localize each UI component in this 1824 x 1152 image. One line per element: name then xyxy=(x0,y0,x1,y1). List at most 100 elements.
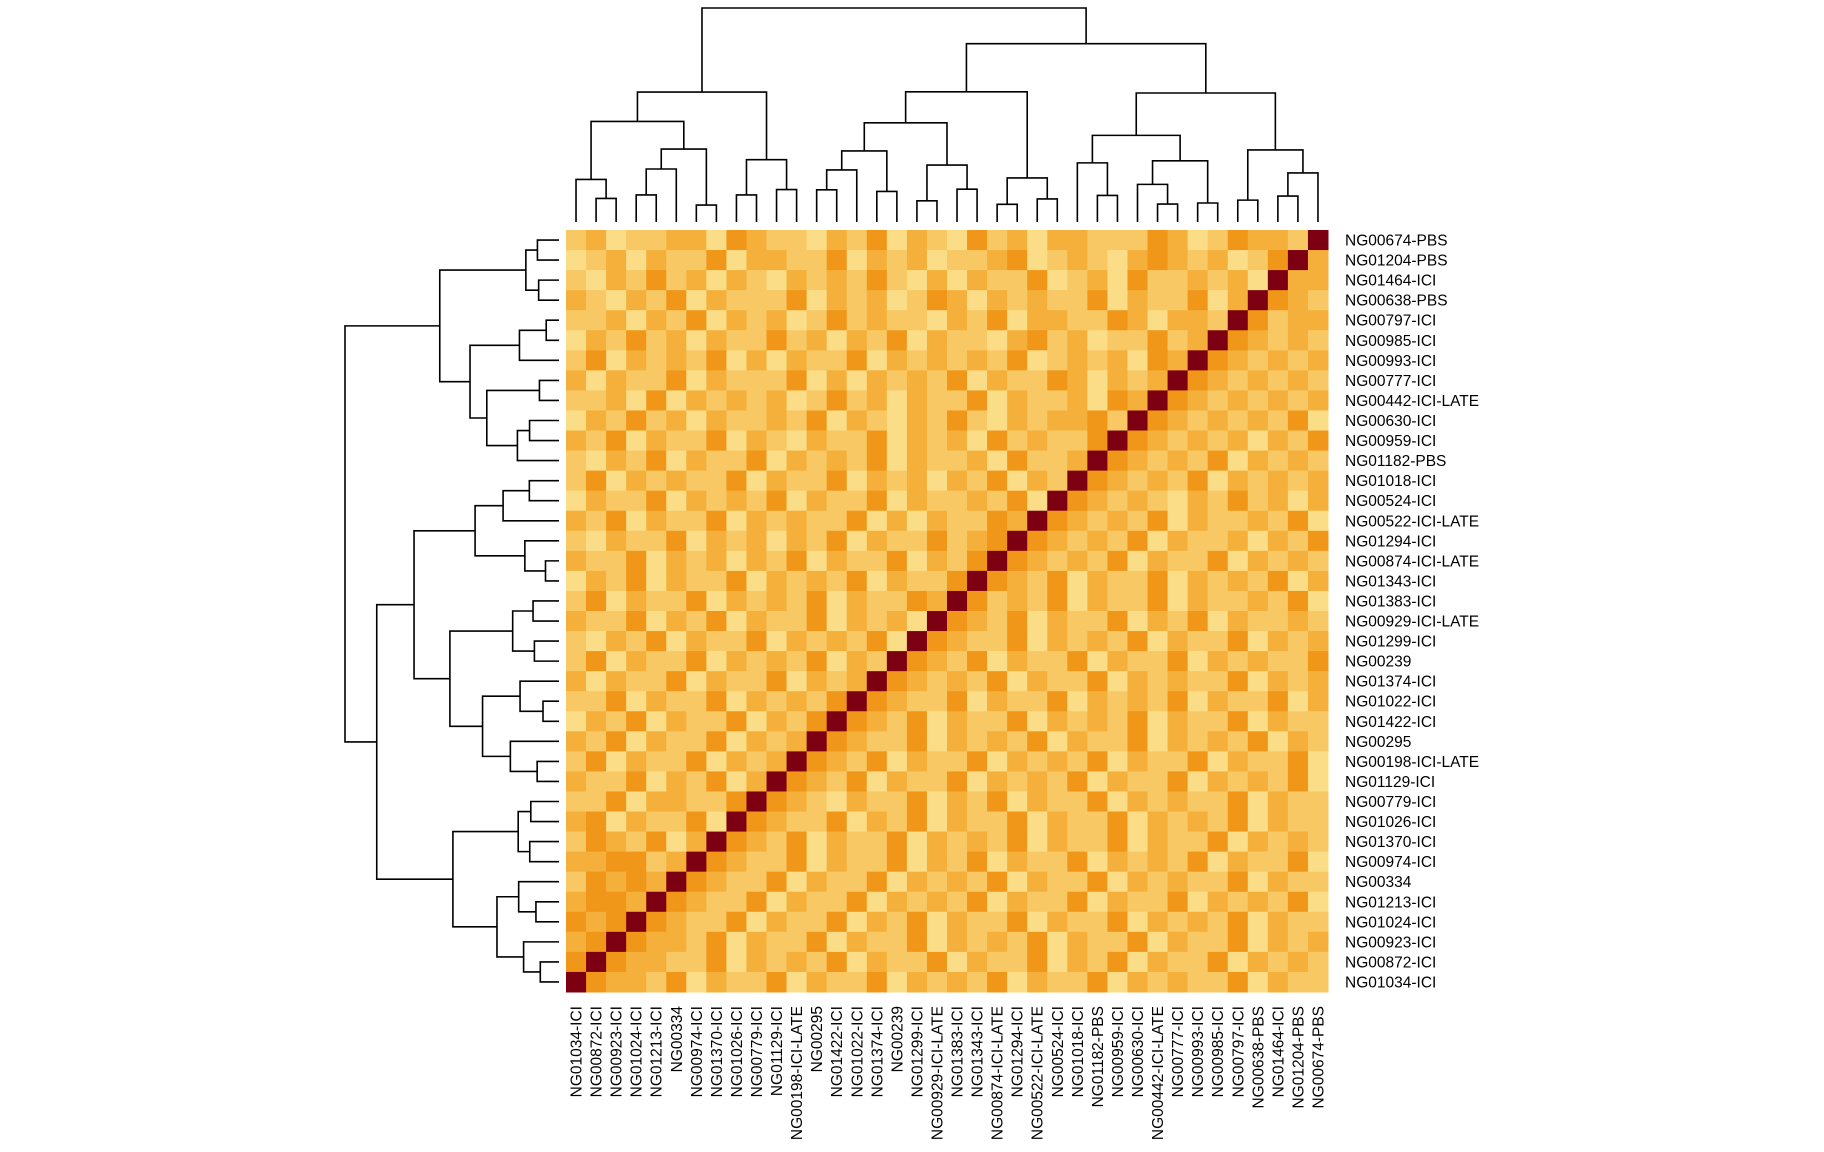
heatmap-cell xyxy=(1067,490,1088,512)
heatmap-cell xyxy=(846,891,868,913)
heatmap-cell xyxy=(686,951,707,973)
heatmap-cell xyxy=(1127,751,1149,772)
heatmap-cell xyxy=(846,570,868,592)
heatmap-cell xyxy=(1287,911,1309,933)
heatmap-cell xyxy=(1187,711,1209,732)
heatmap-cell xyxy=(967,250,988,271)
dendrogram-branch xyxy=(575,178,607,222)
heatmap-cell xyxy=(1127,711,1149,732)
heatmap-cell xyxy=(806,971,828,993)
heatmap-cell xyxy=(1267,731,1289,752)
heatmap-cell xyxy=(906,951,928,973)
heatmap-cell xyxy=(1047,410,1068,432)
heatmap-cell xyxy=(1227,250,1249,271)
dendrogram-branch xyxy=(518,329,559,362)
heatmap-cell xyxy=(726,871,747,893)
heatmap-cell xyxy=(766,270,788,291)
heatmap-cell xyxy=(606,631,627,652)
heatmap-cell xyxy=(826,370,848,391)
heatmap-cell xyxy=(746,350,768,371)
heatmap-cell xyxy=(766,530,788,552)
column-label: NG01204-PBS xyxy=(1290,1006,1307,1109)
heatmap-cell xyxy=(586,651,607,672)
heatmap-cell xyxy=(886,631,908,652)
heatmap-cell xyxy=(686,550,707,572)
heatmap-cell xyxy=(1207,590,1229,612)
dendrogram-branch xyxy=(1287,172,1319,222)
heatmap-cell xyxy=(1187,470,1209,492)
heatmap-cell xyxy=(666,530,687,552)
dendrogram-branch xyxy=(956,188,978,222)
heatmap-cell xyxy=(786,711,808,732)
heatmap-cell xyxy=(1187,731,1209,752)
heatmap-cell xyxy=(1147,450,1169,472)
heatmap-cell xyxy=(666,671,687,692)
heatmap-cell xyxy=(1087,771,1108,792)
heatmap-cell xyxy=(886,711,908,732)
heatmap-cell xyxy=(886,390,908,411)
heatmap-cell xyxy=(666,270,687,291)
heatmap-cell xyxy=(906,671,928,692)
heatmap-cell xyxy=(1307,510,1329,532)
heatmap-cell xyxy=(846,711,868,732)
dendrogram-branch xyxy=(524,540,559,572)
heatmap-cell xyxy=(1167,470,1189,492)
column-label: NG00779-ICI xyxy=(749,1006,766,1097)
heatmap-cell xyxy=(1207,651,1229,672)
heatmap-cell xyxy=(786,550,808,572)
heatmap-cell xyxy=(1047,611,1068,632)
heatmap-cell xyxy=(786,510,808,532)
dendrogram-branch xyxy=(545,319,559,342)
heatmap-cell xyxy=(1027,671,1048,692)
heatmap-cell xyxy=(1007,370,1028,391)
heatmap-cell xyxy=(646,631,667,652)
heatmap-cell xyxy=(766,410,788,432)
heatmap-cell xyxy=(746,771,768,792)
heatmap-cell xyxy=(586,691,607,712)
heatmap-cell xyxy=(987,470,1008,492)
heatmap-cell xyxy=(1147,230,1169,251)
heatmap-cell xyxy=(906,450,928,472)
heatmap-cell xyxy=(1067,310,1088,331)
heatmap-cell xyxy=(746,851,768,873)
heatmap-cell xyxy=(1307,590,1329,612)
heatmap-cell xyxy=(866,651,888,672)
heatmap-cell xyxy=(906,751,928,772)
heatmap-cell xyxy=(1287,410,1309,432)
heatmap-cell xyxy=(666,651,687,672)
heatmap-cell xyxy=(1067,951,1088,973)
heatmap-cell xyxy=(646,811,667,833)
heatmap-cell xyxy=(826,390,848,411)
heatmap-cell xyxy=(926,751,948,772)
heatmap-cell xyxy=(1307,530,1329,552)
heatmap-cell xyxy=(987,330,1008,351)
heatmap-cell xyxy=(1267,310,1289,331)
heatmap-cell xyxy=(706,971,727,993)
heatmap-cell xyxy=(806,270,828,291)
heatmap-cell xyxy=(666,951,687,973)
heatmap-cell xyxy=(666,731,687,752)
heatmap-cell xyxy=(866,390,888,411)
heatmap-cell xyxy=(1107,671,1128,692)
heatmap-cell xyxy=(586,270,607,291)
heatmap-cell xyxy=(1307,350,1329,371)
heatmap-cell xyxy=(726,370,747,391)
heatmap-cell xyxy=(1027,530,1048,552)
row-label: NG01374-ICI xyxy=(1345,674,1436,691)
heatmap-cell xyxy=(1307,671,1329,692)
heatmap-cell xyxy=(1047,931,1068,953)
heatmap-cell xyxy=(846,370,868,391)
heatmap-cell xyxy=(1207,410,1229,432)
heatmap-cell xyxy=(1227,851,1249,873)
heatmap-cell xyxy=(826,230,848,251)
heatmap-cell xyxy=(646,430,667,452)
heatmap-cell xyxy=(1067,430,1088,452)
heatmap-cell xyxy=(926,470,948,492)
dendrogram-branch xyxy=(1236,199,1259,222)
heatmap-cell xyxy=(906,250,928,271)
heatmap-cell xyxy=(1127,851,1149,873)
heatmap-cell xyxy=(947,791,968,813)
heatmap-cell xyxy=(947,310,968,331)
heatmap-cell xyxy=(1227,490,1249,512)
heatmap-cell xyxy=(967,310,988,331)
